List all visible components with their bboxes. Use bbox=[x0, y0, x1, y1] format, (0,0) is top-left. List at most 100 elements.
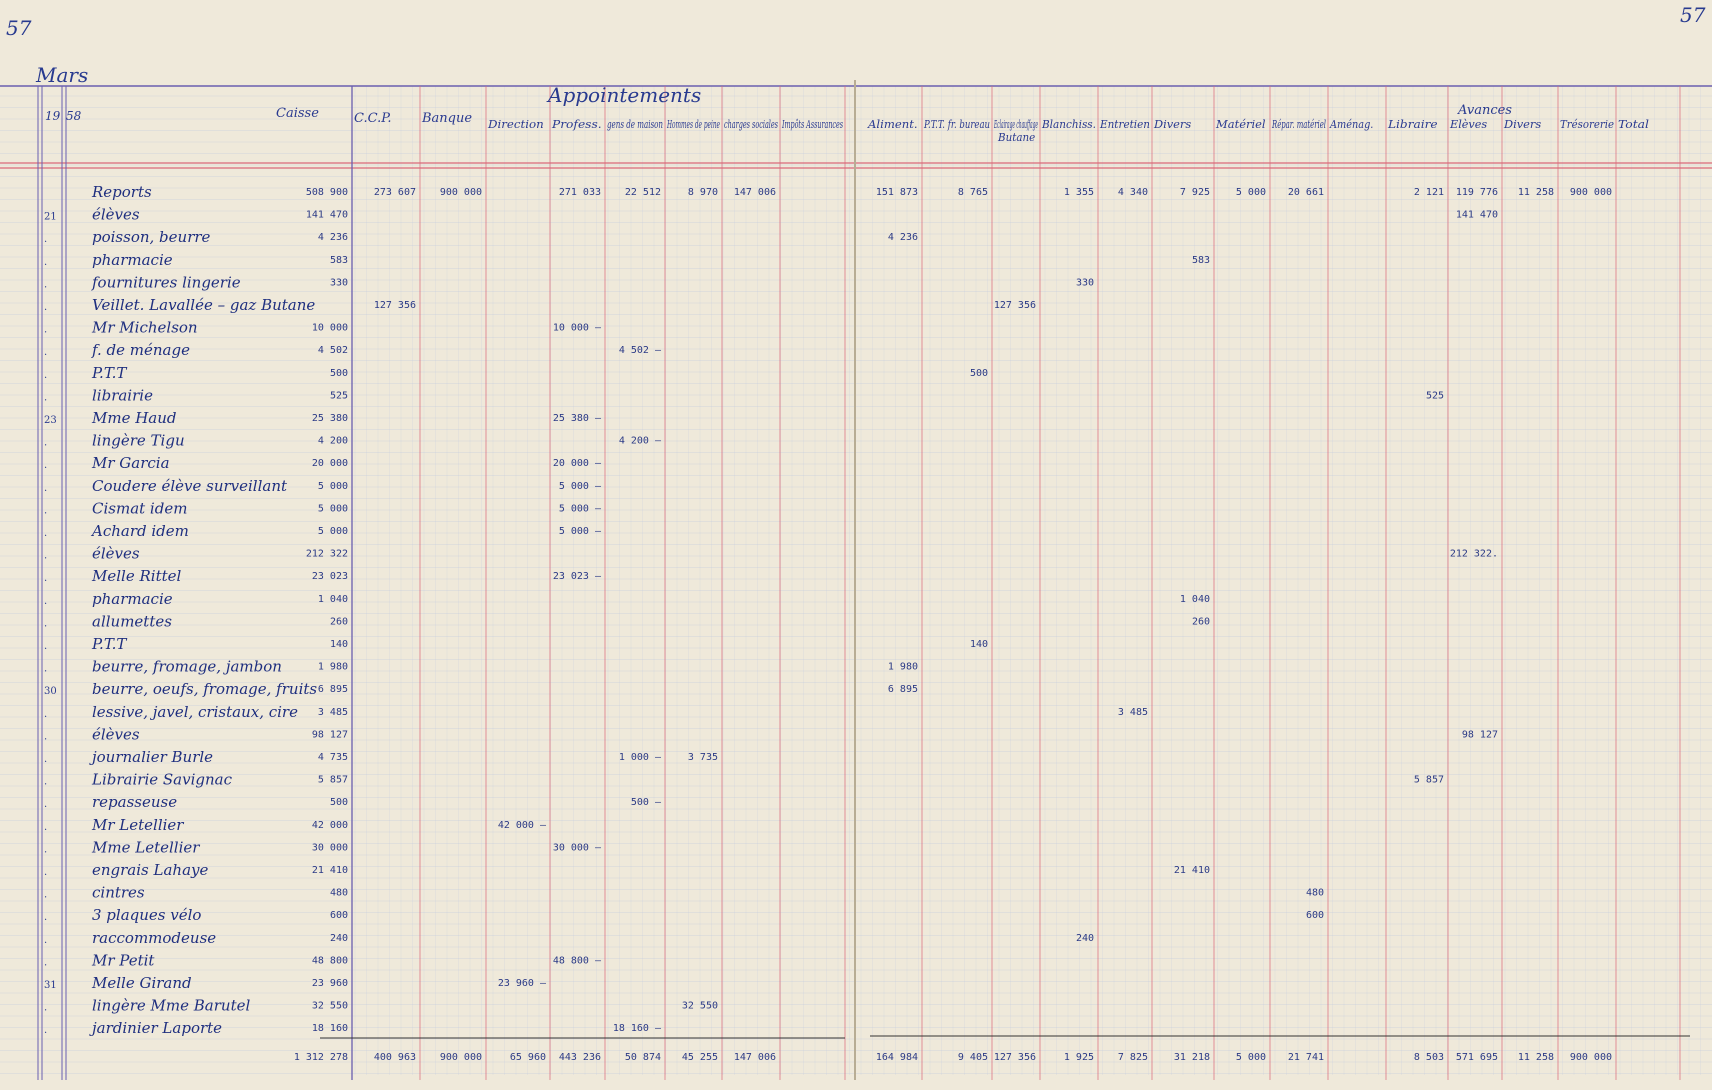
cell-caisse: 42 000 bbox=[312, 820, 348, 831]
cell-blanchissage: 240 bbox=[1076, 933, 1094, 944]
row-description: Melle Girand bbox=[91, 974, 192, 992]
year-prefix: 19 bbox=[45, 109, 61, 123]
row-day: . bbox=[44, 279, 47, 290]
cell-divers: 1 040 bbox=[1180, 594, 1210, 605]
row-day: . bbox=[44, 731, 47, 742]
table-row: . pharmacie 583 583 bbox=[44, 251, 1210, 269]
cell-profess: 271 033 bbox=[559, 187, 601, 198]
total-ptt: 9 405 bbox=[958, 1052, 988, 1063]
total-entretien: 7 825 bbox=[1118, 1052, 1148, 1063]
total-libraire: 8 503 bbox=[1414, 1052, 1444, 1063]
cell-caisse: 260 bbox=[330, 616, 348, 627]
table-row: . repasseuse 500 500 – bbox=[44, 793, 662, 811]
year-suffix: 58 bbox=[66, 109, 82, 123]
row-description: Achard idem bbox=[90, 522, 189, 540]
cell-aliment: 1 980 bbox=[888, 662, 918, 673]
row-description: Mr Petit bbox=[91, 951, 155, 969]
column-header-banque: Banque bbox=[421, 111, 472, 126]
total-caisse: 1 312 278 bbox=[294, 1052, 348, 1063]
table-row: 23 Mme Haud 25 380 25 380 – bbox=[44, 409, 602, 427]
row-description: Cismat idem bbox=[92, 499, 187, 517]
cell-profess: 25 380 – bbox=[553, 413, 602, 424]
row-day: . bbox=[44, 483, 47, 494]
row-description: librairie bbox=[92, 386, 153, 404]
cell-caisse: 5 000 bbox=[318, 503, 348, 514]
totals-row: 1 312 278 400 963 900 000 65 960 443 236 50 8… bbox=[294, 1052, 1612, 1063]
cell-profess: 20 000 – bbox=[553, 458, 602, 469]
table-row: . librairie 525 525 bbox=[44, 386, 1444, 404]
table-row: . f. de ménage 4 502 4 502 – bbox=[44, 341, 662, 359]
cell-aliment: 6 895 bbox=[888, 684, 918, 695]
cell-materiel: 5 000 bbox=[1236, 187, 1266, 198]
row-day: . bbox=[44, 709, 47, 720]
row-day: . bbox=[44, 234, 47, 245]
cell-banque: 900 000 bbox=[440, 187, 482, 198]
cell-libraire: 2 121 bbox=[1414, 187, 1444, 198]
column-header-profess: Profess. bbox=[551, 118, 602, 131]
cell-profess: 48 800 – bbox=[553, 955, 602, 966]
column-header-gens_maison: gens de maison bbox=[607, 118, 663, 131]
cell-repar_materiel: 20 661 bbox=[1288, 187, 1324, 198]
column-header-total: Total bbox=[1618, 118, 1650, 131]
column-header-impots: Impôts Assurances bbox=[781, 118, 843, 131]
cell-gens_maison: 500 – bbox=[631, 797, 662, 808]
row-day: . bbox=[44, 392, 47, 403]
cell-caisse: 480 bbox=[330, 888, 348, 899]
row-day: . bbox=[44, 664, 47, 675]
right-page-number: 57 bbox=[1680, 3, 1706, 27]
row-description: Mr Letellier bbox=[91, 816, 184, 834]
table-row: . engrais Lahaye 21 410 21 410 bbox=[44, 861, 1210, 879]
row-description: élèves bbox=[92, 206, 140, 224]
total-direction: 65 960 bbox=[510, 1052, 546, 1063]
row-day: . bbox=[44, 505, 47, 516]
row-day: . bbox=[44, 618, 47, 629]
cell-tresorerie: 900 000 bbox=[1570, 187, 1612, 198]
cell-caisse: 141 470 bbox=[306, 210, 348, 221]
cell-charges_sociales: 147 006 bbox=[734, 187, 776, 198]
cell-direction: 42 000 – bbox=[498, 820, 547, 831]
table-row: . Mr Garcia 20 000 20 000 – bbox=[44, 454, 602, 472]
total-charges_sociales: 147 006 bbox=[734, 1052, 776, 1063]
cell-ptt: 500 bbox=[970, 368, 988, 379]
row-description: Mr Michelson bbox=[91, 319, 198, 337]
row-day: . bbox=[44, 1003, 47, 1014]
cell-profess: 5 000 – bbox=[559, 503, 602, 514]
cell-caisse: 5 000 bbox=[318, 526, 348, 537]
table-row: . Veillet. Lavallée – gaz Butane 127 356 12… bbox=[44, 296, 1036, 314]
table-row: 30 beurre, oeufs, fromage, fruits 6 895 6 8… bbox=[44, 680, 918, 698]
column-header-direction: Direction bbox=[487, 118, 544, 131]
cell-gens_maison: 4 502 – bbox=[619, 345, 662, 356]
row-day: 21 bbox=[44, 212, 57, 223]
column-header-divers: Divers bbox=[1153, 118, 1192, 131]
cell-caisse: 3 485 bbox=[318, 707, 348, 718]
cell-direction: 23 960 – bbox=[498, 978, 547, 989]
cell-libraire: 525 bbox=[1426, 390, 1444, 401]
cell-caisse: 1 040 bbox=[318, 594, 348, 605]
cell-profess: 23 023 – bbox=[553, 571, 602, 582]
table-row: . Coudere élève surveillant 5 000 5 000 – bbox=[44, 477, 602, 495]
column-header-aliment: Aliment. bbox=[867, 118, 918, 131]
table-row: . élèves 98 127 98 127 bbox=[44, 725, 1498, 743]
row-day: . bbox=[44, 438, 47, 449]
row-day: . bbox=[44, 912, 47, 923]
table-row: . Mr Michelson 10 000 10 000 – bbox=[44, 319, 602, 337]
cell-profess: 5 000 – bbox=[559, 526, 602, 537]
total-materiel: 5 000 bbox=[1236, 1052, 1266, 1063]
column-header-eclairage: Eclairage chauffage bbox=[994, 118, 1039, 131]
row-day: . bbox=[44, 867, 47, 878]
row-description: élèves bbox=[92, 725, 140, 743]
cell-caisse: 21 410 bbox=[312, 865, 348, 876]
table-row: . jardinier Laporte 18 160 18 160 – bbox=[44, 1019, 662, 1037]
row-description: fournitures lingerie bbox=[91, 273, 241, 291]
row-day: . bbox=[44, 460, 47, 471]
row-day: . bbox=[44, 1025, 47, 1036]
row-day: . bbox=[44, 957, 47, 968]
row-description: jardinier Laporte bbox=[89, 1019, 222, 1037]
table-row: . Achard idem 5 000 5 000 – bbox=[44, 522, 602, 540]
table-row: . lingère Tigu 4 200 4 200 – bbox=[44, 432, 662, 450]
total-gens_maison: 50 874 bbox=[625, 1052, 661, 1063]
cell-caisse: 48 800 bbox=[312, 955, 348, 966]
cell-gens_maison: 1 000 – bbox=[619, 752, 662, 763]
table-row: . Melle Rittel 23 023 23 023 – bbox=[44, 567, 602, 585]
row-day: . bbox=[44, 325, 47, 336]
